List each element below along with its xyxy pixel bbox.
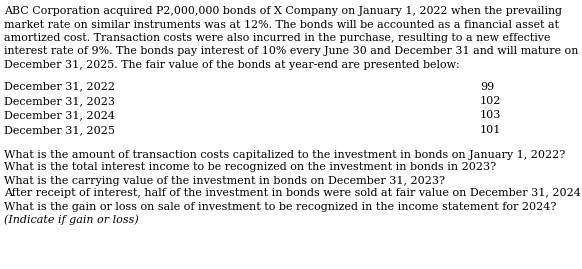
Text: 103: 103: [480, 111, 501, 121]
Text: 99: 99: [480, 82, 494, 91]
Text: What is the gain or loss on sale of investment to be recognized in the income st: What is the gain or loss on sale of inve…: [4, 201, 556, 211]
Text: 102: 102: [480, 96, 501, 106]
Text: December 31, 2025. The fair value of the bonds at year-end are presented below:: December 31, 2025. The fair value of the…: [4, 60, 460, 70]
Text: market rate on similar instruments was at 12%. The bonds will be accounted as a : market rate on similar instruments was a…: [4, 19, 559, 30]
Text: What is the total interest income to be recognized on the investment in bonds in: What is the total interest income to be …: [4, 162, 496, 172]
Text: December 31, 2023: December 31, 2023: [4, 96, 115, 106]
Text: 101: 101: [480, 125, 501, 135]
Text: After receipt of interest, half of the investment in bonds were sold at fair val: After receipt of interest, half of the i…: [4, 189, 582, 199]
Text: amortized cost. Transaction costs were also incurred in the purchase, resulting : amortized cost. Transaction costs were a…: [4, 33, 551, 43]
Text: December 31, 2025: December 31, 2025: [4, 125, 115, 135]
Text: ABC Corporation acquired P2,000,000 bonds of X Company on January 1, 2022 when t: ABC Corporation acquired P2,000,000 bond…: [4, 6, 562, 16]
Text: December 31, 2024: December 31, 2024: [4, 111, 115, 121]
Text: interest rate of 9%. The bonds pay interest of 10% every June 30 and December 31: interest rate of 9%. The bonds pay inter…: [4, 47, 579, 56]
Text: December 31, 2022: December 31, 2022: [4, 82, 115, 91]
Text: What is the carrying value of the investment in bonds on December 31, 2023?: What is the carrying value of the invest…: [4, 175, 445, 186]
Text: What is the amount of transaction costs capitalized to the investment in bonds o: What is the amount of transaction costs …: [4, 150, 565, 160]
Text: (Indicate if gain or loss): (Indicate if gain or loss): [4, 214, 139, 225]
